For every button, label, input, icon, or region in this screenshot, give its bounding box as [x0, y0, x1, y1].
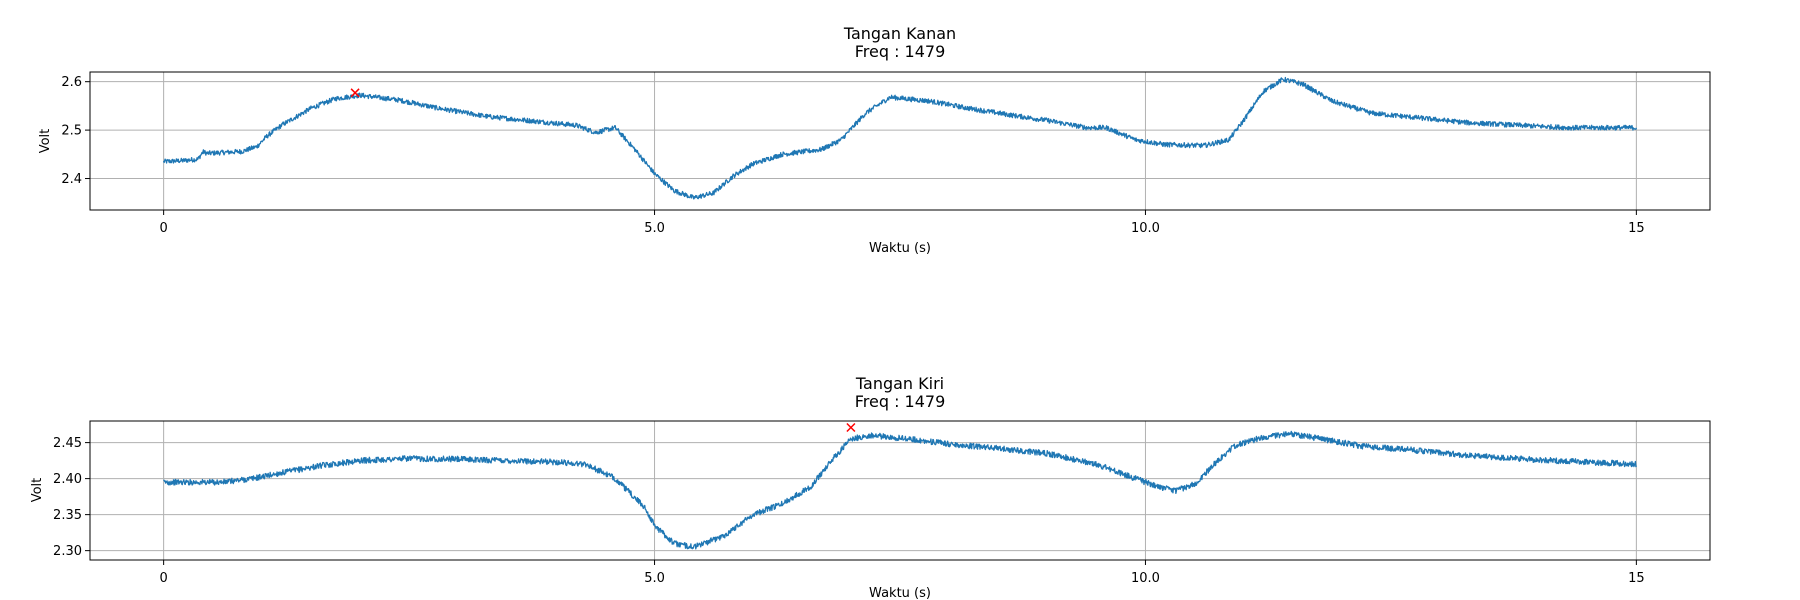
axis-ticks: 0 5.0 10.0 15 2.30 2.35 2.40 2.45 [53, 436, 1645, 586]
y-tick-label: 2.35 [53, 508, 82, 523]
axes-frame [89, 71, 1711, 211]
x-axis-label: Waktu (s) [869, 586, 931, 600]
y-tick-label: 2.4 [61, 172, 82, 187]
peak-marker [846, 422, 856, 433]
series-layer [163, 76, 1637, 200]
x-tick-label: 5.0 [644, 571, 665, 586]
chart-title: Tangan Kanan [843, 24, 956, 43]
series-layer [163, 422, 1637, 550]
y-tick-label: 2.5 [61, 124, 82, 139]
y-tick-label: 2.45 [53, 436, 82, 451]
signal-line [163, 430, 1637, 550]
x-tick-label: 0 [159, 221, 167, 236]
chart-title: Tangan Kiri [855, 374, 944, 393]
x-axis-label: Waktu (s) [869, 241, 931, 256]
subplot-tangan-kanan: Tangan Kanan Freq : 1479 0 5.0 10.0 15 2.4 2.… [38, 24, 1711, 256]
y-tick-label: 2.30 [53, 544, 82, 559]
y-axis-label: Volt [30, 478, 45, 503]
x-tick-label: 15 [1628, 571, 1645, 586]
chart-subtitle: Freq : 1479 [855, 392, 946, 411]
chart-subtitle: Freq : 1479 [855, 42, 946, 61]
grid-lines [90, 421, 1710, 560]
signal-line [163, 76, 1637, 200]
peak-marker [350, 88, 360, 98]
subplot-tangan-kiri: Tangan Kiri Freq : 1479 0 5.0 10.0 15 2.30 2.… [30, 374, 1711, 600]
x-tick-label: 10.0 [1131, 221, 1160, 236]
axis-ticks: 0 5.0 10.0 15 2.4 2.5 2.6 [61, 75, 1644, 236]
x-tick-label: 0 [159, 571, 167, 586]
x-tick-label: 15 [1628, 221, 1645, 236]
axes-frame [89, 420, 1711, 561]
x-tick-label: 10.0 [1131, 571, 1160, 586]
y-tick-label: 2.40 [53, 472, 82, 487]
grid-lines [90, 72, 1710, 210]
y-axis-label: Volt [38, 129, 53, 154]
y-tick-label: 2.6 [61, 75, 82, 90]
x-tick-label: 5.0 [644, 221, 665, 236]
